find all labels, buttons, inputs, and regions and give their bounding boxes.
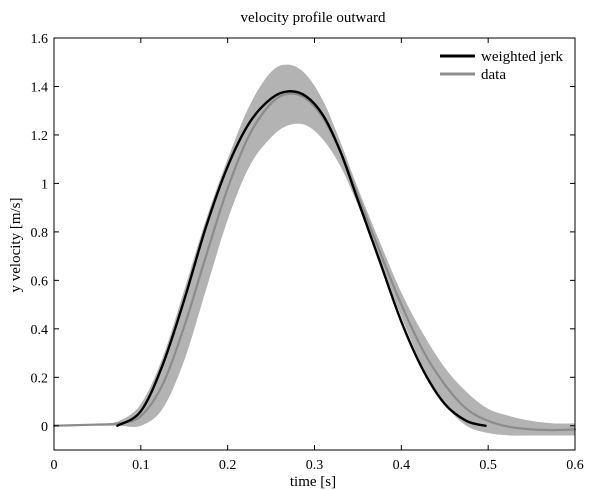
x-tick-label: 0.2 xyxy=(219,458,237,473)
y-axis-label: y velocity [m/s] xyxy=(8,198,24,293)
x-tick-label: 0.4 xyxy=(393,458,411,473)
data-variance-band xyxy=(54,64,575,436)
y-tick-label: 1 xyxy=(41,177,48,192)
legend: weighted jerk data xyxy=(440,49,564,83)
y-tick-label: 0.2 xyxy=(31,371,49,386)
y-tick-label: 1.6 xyxy=(31,32,49,47)
y-tick-label: 1.2 xyxy=(31,129,49,144)
y-tick-label: 0.4 xyxy=(31,323,49,338)
y-tick-label: 0.6 xyxy=(31,274,49,289)
series-line-weighted-jerk xyxy=(116,90,487,427)
y-tick-label: 0.8 xyxy=(31,226,49,241)
x-axis-label: time [s] xyxy=(290,474,336,490)
y-tick-label: 0 xyxy=(41,420,48,435)
series-line-data xyxy=(52,92,577,432)
y-tick-label: 1.4 xyxy=(31,80,49,95)
legend-label-weighted-jerk: weighted jerk xyxy=(481,49,564,65)
plot-area xyxy=(52,64,577,436)
chart-title: velocity profile outward xyxy=(241,10,386,26)
x-tick-label: 0 xyxy=(51,458,58,473)
x-tick-label: 0.3 xyxy=(306,458,324,473)
x-tick-label: 0.6 xyxy=(566,458,584,473)
axes: 0 0.1 0.2 0.3 0.4 0.5 0.6 0 0.2 0.4 0.6 0.8 1 1.2 1.4 1… xyxy=(31,32,584,473)
legend-label-data: data xyxy=(481,67,506,83)
x-tick-label: 0.5 xyxy=(479,458,497,473)
x-tick-label: 0.1 xyxy=(132,458,150,473)
